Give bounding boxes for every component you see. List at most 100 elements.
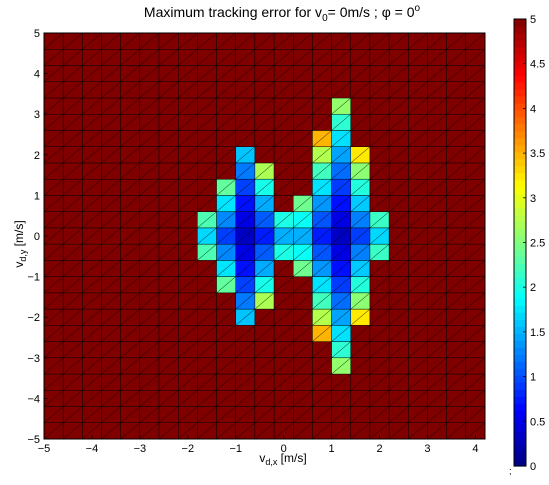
cell-diagonal — [312, 32, 332, 50]
cell-diagonal — [369, 49, 390, 66]
cell-diagonal — [293, 162, 313, 180]
cell-diagonal — [408, 227, 428, 245]
cell-diagonal — [216, 195, 236, 212]
cell-diagonal — [158, 146, 179, 164]
cell-diagonal — [101, 81, 121, 99]
colorbar-segment — [514, 291, 526, 299]
colorbar-segment — [514, 165, 526, 174]
colorbar-segment — [514, 396, 526, 404]
cell-diagonal — [43, 260, 64, 277]
cell-diagonal — [293, 81, 313, 99]
cell-diagonal — [82, 373, 102, 391]
colorbar-segment — [514, 298, 526, 306]
cell-diagonal — [216, 162, 236, 180]
cell-diagonal — [350, 308, 371, 326]
cell-diagonal — [101, 130, 121, 147]
colorbar-segment — [514, 137, 526, 146]
cell-diagonal — [331, 32, 351, 50]
cell-diagonal — [293, 243, 313, 261]
cell-diagonal — [63, 65, 83, 82]
cell-diagonal — [350, 373, 371, 391]
cell-diagonal — [120, 195, 141, 212]
cell-diagonal — [293, 49, 313, 66]
chart-title: Maximum tracking error for v0= 0m/s ; φ … — [144, 3, 421, 24]
cell-diagonal — [178, 341, 198, 358]
cell-diagonal — [216, 357, 236, 375]
cell-diagonal — [178, 195, 198, 212]
cell-diagonal — [82, 422, 102, 440]
cell-diagonal — [254, 357, 275, 375]
cell-diagonal — [350, 49, 371, 66]
cell-diagonal — [312, 373, 332, 391]
cell-diagonal — [254, 49, 275, 66]
cell-diagonal — [408, 390, 428, 407]
cell-diagonal — [139, 65, 160, 82]
cell-diagonal — [427, 97, 447, 115]
cell-diagonal — [63, 130, 83, 147]
cell-diagonal — [178, 146, 198, 164]
cell-diagonal — [369, 406, 390, 423]
y-label-main: v — [12, 262, 26, 268]
cell-diagonal — [139, 211, 160, 229]
cell-diagonal — [216, 260, 236, 277]
cell-diagonal — [235, 195, 256, 212]
cell-diagonal — [82, 308, 102, 326]
cell-diagonal — [235, 276, 256, 294]
cell-diagonal — [82, 130, 102, 147]
x-tick-label: −2 — [182, 443, 195, 455]
cell-diagonal — [350, 162, 371, 180]
cell-diagonal — [408, 81, 428, 99]
cell-diagonal — [101, 390, 121, 407]
cell-diagonal — [235, 65, 256, 82]
colorbar: 0 0.5 1 1.5 2 2.5 3 3.5 4 4.5 5 — [513, 14, 545, 473]
cell-diagonal — [158, 162, 179, 180]
cell-diagonal — [465, 65, 486, 82]
cell-diagonal — [43, 49, 64, 66]
colorbar-segment — [514, 25, 526, 34]
cell-diagonal — [43, 373, 64, 391]
cell-diagonal — [369, 162, 390, 180]
heatmap-plot-area — [43, 32, 486, 440]
cell-diagonal — [293, 65, 313, 82]
cell-diagonal — [465, 276, 486, 294]
cell-diagonal — [350, 195, 371, 212]
cell-diagonal — [82, 341, 102, 358]
cell-diagonal — [273, 406, 294, 423]
cell-diagonal — [388, 65, 409, 82]
cell-diagonal — [158, 211, 179, 229]
cell-diagonal — [312, 390, 332, 407]
cell-diagonal — [178, 178, 198, 196]
x-tick-label: 2 — [376, 443, 382, 455]
cell-diagonal — [408, 49, 428, 66]
colorbar-segment — [514, 158, 526, 167]
colorbar-segment — [514, 326, 526, 334]
cell-diagonal — [120, 260, 141, 277]
cell-diagonal — [254, 162, 275, 180]
cell-diagonal — [408, 292, 428, 310]
cell-diagonal — [369, 195, 390, 212]
cell-diagonal — [197, 81, 217, 99]
cell-diagonal — [465, 49, 486, 66]
cell-diagonal — [446, 65, 466, 82]
colorbar-segment — [514, 151, 526, 160]
cell-diagonal — [273, 308, 294, 326]
cell-diagonal — [178, 243, 198, 261]
cell-diagonal — [82, 114, 102, 131]
cell-diagonal — [350, 276, 371, 294]
cell-diagonal — [465, 260, 486, 277]
cell-diagonal — [293, 32, 313, 50]
cell-diagonal — [369, 276, 390, 294]
cell-diagonal — [388, 390, 409, 407]
cell-diagonal — [312, 195, 332, 212]
cell-diagonal — [312, 146, 332, 164]
cell-diagonal — [465, 162, 486, 180]
cell-diagonal — [235, 146, 256, 164]
cell-diagonal — [216, 32, 236, 50]
cell-diagonal — [63, 276, 83, 294]
cell-diagonal — [312, 260, 332, 277]
cell-diagonal — [139, 146, 160, 164]
cell-diagonal — [101, 406, 121, 423]
cell-diagonal — [293, 195, 313, 212]
cell-diagonal — [446, 325, 466, 342]
cell-diagonal — [235, 292, 256, 310]
